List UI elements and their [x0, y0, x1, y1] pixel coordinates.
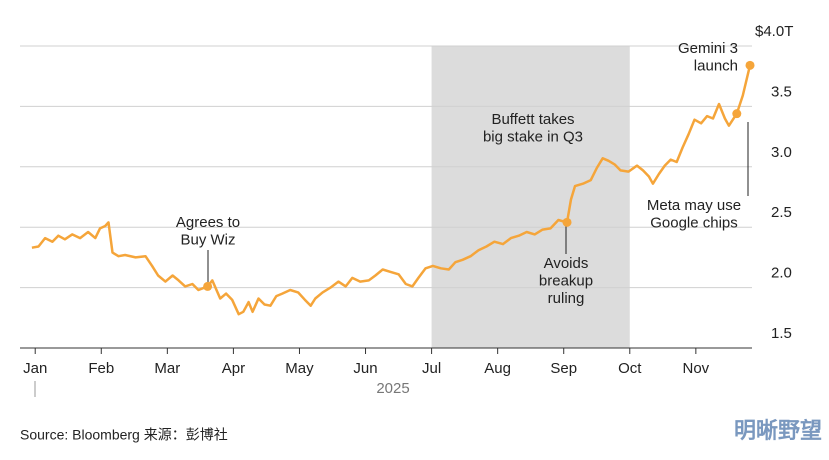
- line-layer: [31, 65, 752, 316]
- y-tick-label: 2.5: [771, 204, 792, 221]
- y-tick-label: 3.5: [771, 83, 792, 100]
- x-tick-label: Nov: [683, 360, 710, 377]
- x-tick-label: Oct: [618, 360, 642, 377]
- annotation-point: [732, 109, 742, 119]
- annotation-point: [203, 281, 213, 291]
- annotation-text: big stake in Q3: [483, 128, 583, 145]
- watermark: 明晰野望: [734, 418, 822, 443]
- annotation-text: Buy Wiz: [180, 231, 235, 248]
- annotation-text: launch: [694, 57, 738, 74]
- y-tick-label: $4.0T: [755, 23, 793, 40]
- annotation-text: Buffett takes: [491, 111, 574, 128]
- annotation-text: Google chips: [650, 214, 738, 231]
- source: Source: Bloomberg 来源：彭博社: [20, 427, 228, 443]
- annotation-text: Gemini 3: [678, 40, 738, 57]
- x-tick-label: Jun: [353, 360, 377, 377]
- annotation-text: ruling: [548, 290, 585, 307]
- x-tick-label: Jan: [23, 360, 47, 377]
- y-tick-label: 2.0: [771, 265, 792, 282]
- y-tick-label: 1.5: [771, 325, 792, 342]
- x-tick-label: Aug: [484, 360, 511, 377]
- x-tick-label: Mar: [154, 360, 180, 377]
- x-tick-label: Apr: [222, 360, 245, 377]
- x-tick-label: Sep: [550, 360, 577, 377]
- annotation-text: Agrees to: [176, 214, 240, 231]
- x-tick-label: May: [285, 360, 314, 377]
- x-axis-label: 2025: [376, 380, 409, 397]
- x-tick-label: Jul: [422, 360, 441, 377]
- annotation-point: [745, 60, 755, 70]
- annotation-text: Meta may use: [647, 197, 741, 214]
- y-tick-label: 3.0: [771, 144, 792, 161]
- annotation-text: Avoids: [544, 255, 589, 272]
- highlight-band: [431, 46, 630, 348]
- shade-layer: [431, 46, 630, 348]
- x-tick-label: Feb: [88, 360, 114, 377]
- grid-layer: 1.5 2.0 2.5 3.0 3.5 $4.0T Jan Feb Mar Apr May Jun Ju…: [20, 23, 793, 377]
- annotation-point: [562, 217, 572, 227]
- annotation-text: breakup: [539, 272, 593, 289]
- series-line: [31, 65, 752, 316]
